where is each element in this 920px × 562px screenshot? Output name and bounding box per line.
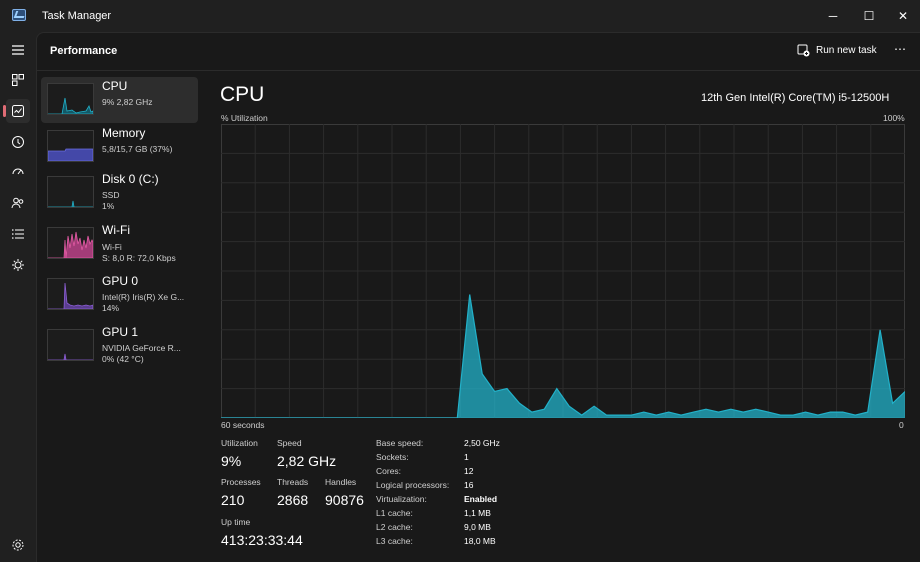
spec-value: 1,1 MB	[464, 508, 491, 518]
utilization-label: Utilization	[221, 438, 258, 448]
app-title: Task Manager	[42, 10, 112, 22]
device-detail: SSD	[102, 190, 120, 200]
uptime-label: Up time	[221, 517, 251, 527]
processes-icon[interactable]	[6, 68, 30, 92]
run-new-task-button[interactable]: Run new task	[797, 44, 877, 57]
performance-icon[interactable]	[3, 99, 30, 123]
y-axis-max-label: 100%	[883, 113, 905, 123]
wifi-thumbnail	[47, 227, 94, 259]
threads-value: 2868	[277, 492, 309, 508]
spec-label: Sockets:	[376, 452, 409, 462]
more-options-button[interactable]: ⋯	[894, 42, 907, 56]
users-icon[interactable]	[6, 191, 30, 215]
cpu-thumbnail	[47, 83, 94, 115]
device-card-cpu[interactable]: CPU 9% 2,82 GHz	[41, 77, 198, 123]
services-icon[interactable]	[6, 253, 30, 277]
speed-label: Speed	[277, 438, 302, 448]
memory-thumbnail	[47, 130, 94, 162]
spec-value: 18,0 MB	[464, 536, 496, 546]
spec-value: Enabled	[464, 494, 498, 504]
cpu-heading: CPU	[220, 83, 265, 106]
spec-label: Base speed:	[376, 438, 424, 448]
title-bar: Task Manager ─ ☐ ✕	[0, 0, 920, 32]
close-button[interactable]: ✕	[897, 9, 909, 23]
utilization-value: 9%	[221, 453, 242, 469]
handles-label: Handles	[325, 477, 357, 487]
device-name: GPU 0	[102, 274, 139, 288]
device-name: Disk 0 (C:)	[102, 172, 159, 186]
uptime-value: 413:23:33:44	[221, 532, 303, 548]
spec-label: Cores:	[376, 466, 402, 476]
device-name: Memory	[102, 126, 146, 140]
device-detail: Wi-Fi	[102, 242, 122, 252]
handles-value: 90876	[325, 492, 364, 508]
device-detail: 9% 2,82 GHz	[102, 97, 153, 107]
processes-label: Processes	[221, 477, 261, 487]
spec-value: 12	[464, 466, 474, 476]
spec-label: L2 cache:	[376, 522, 413, 532]
x-axis-left-label: 60 seconds	[221, 420, 265, 430]
device-detail: 1%	[102, 201, 115, 211]
settings-icon[interactable]	[6, 533, 30, 557]
header-divider	[37, 70, 920, 71]
device-detail: S: 8,0 R: 72,0 Kbps	[102, 253, 176, 263]
speed-value: 2,82 GHz	[277, 453, 337, 469]
processes-value: 210	[221, 492, 245, 508]
device-card-wifi[interactable]: Wi-Fi Wi-Fi S: 8,0 R: 72,0 Kbps	[41, 221, 198, 267]
x-axis-right-label: 0	[899, 420, 904, 430]
spec-label: Logical processors:	[376, 480, 450, 490]
disk-thumbnail	[47, 176, 94, 208]
minimize-button[interactable]: ─	[828, 9, 838, 23]
spec-label: L3 cache:	[376, 536, 413, 546]
threads-label: Threads	[277, 477, 309, 487]
hamburger-icon[interactable]	[6, 38, 30, 62]
device-name: GPU 1	[102, 325, 139, 339]
spec-label: L1 cache:	[376, 508, 413, 518]
maximize-button[interactable]: ☐	[863, 9, 875, 23]
main-content: Performance Run new task ⋯ CPU 9% 2,82 G…	[36, 32, 920, 562]
page-title: Performance	[50, 45, 118, 57]
device-name: CPU	[102, 79, 128, 93]
device-card-memory[interactable]: Memory 5,8/15,7 GB (37%)	[41, 124, 198, 170]
nav-rail	[0, 32, 36, 562]
device-detail: Intel(R) Iris(R) Xe G...	[102, 292, 185, 302]
device-card-gpu1[interactable]: GPU 1 NVIDIA GeForce R... 0% (42 °C)	[41, 323, 198, 369]
cpu-utilization-graph	[221, 124, 905, 418]
device-card-disk[interactable]: Disk 0 (C:) SSD 1%	[41, 170, 198, 216]
device-detail: 5,8/15,7 GB (37%)	[102, 144, 173, 154]
spec-value: 2,50 GHz	[464, 438, 500, 448]
device-name: Wi-Fi	[102, 223, 130, 237]
spec-value: 16	[464, 480, 474, 490]
gpu0-thumbnail	[47, 278, 94, 310]
device-detail: 14%	[102, 303, 120, 313]
task-manager-icon	[12, 9, 26, 21]
spec-value: 1	[464, 452, 469, 462]
device-detail: NVIDIA GeForce R...	[102, 343, 181, 353]
run-new-task-label: Run new task	[816, 45, 877, 56]
details-icon[interactable]	[6, 222, 30, 246]
device-card-gpu0[interactable]: GPU 0 Intel(R) Iris(R) Xe G... 14%	[41, 272, 198, 318]
new-task-icon	[797, 44, 810, 57]
cpu-usage-line	[221, 294, 905, 418]
spec-label: Virtualization:	[376, 494, 427, 504]
cpu-model-name: 12th Gen Intel(R) Core(TM) i5-12500H	[701, 92, 890, 104]
spec-value: 9,0 MB	[464, 522, 491, 532]
device-detail: 0% (42 °C)	[102, 354, 144, 364]
y-axis-label: % Utilization	[221, 113, 268, 123]
startup-apps-icon[interactable]	[6, 160, 30, 184]
app-history-icon[interactable]	[6, 130, 30, 154]
gpu1-thumbnail	[47, 329, 94, 361]
